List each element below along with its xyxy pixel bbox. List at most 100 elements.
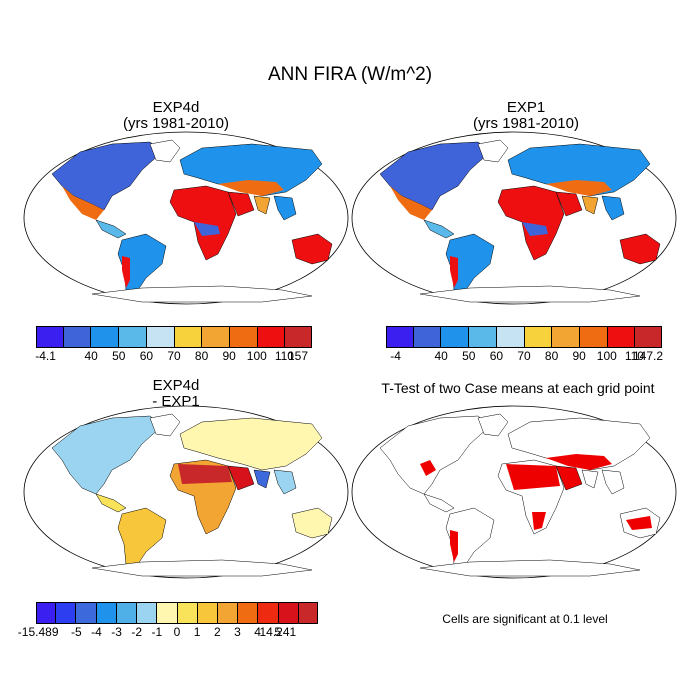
map-diff-north-america [51, 415, 163, 495]
map-ttest-central-america [423, 493, 455, 513]
colorbar-swatch [441, 326, 470, 348]
colorbar-swatch [91, 326, 120, 348]
panel-exp4d-title-line2: (yrs 1981-2010) [123, 115, 229, 132]
map-exp1-central-america [423, 219, 455, 239]
map-exp4d-central-america [95, 219, 127, 239]
map-exp1-us-southwest [390, 186, 432, 220]
colorbar-tick-label: 50 [112, 349, 126, 363]
colorbar-swatch [258, 602, 279, 624]
colorbar-swatch [197, 602, 218, 624]
colorbar-swatch [146, 326, 175, 348]
colorbar-swatch [63, 326, 92, 348]
colorbar-swatch [552, 326, 580, 348]
colorbar-swatch [36, 602, 57, 624]
map-exp4d-africa [169, 185, 237, 261]
map-ttest-antarctica [419, 559, 641, 577]
map-diff-sahara [178, 464, 232, 484]
colorbar-tick-label: 40 [84, 349, 98, 363]
colorbar-swatch [36, 326, 64, 348]
colorbar-swatch [635, 326, 663, 348]
colorbar-tick-label: 0 [173, 625, 181, 639]
colorbar-swatch [177, 602, 198, 624]
colorbar-exp1 [386, 326, 663, 348]
colorbar-swatch [285, 326, 313, 348]
map-ttest-eurasia [507, 417, 651, 471]
colorbar-swatch [257, 326, 286, 348]
colorbar-swatch [137, 602, 158, 624]
ttest-note: Cells are significant at 0.1 level [442, 612, 608, 626]
colorbar-tick-label: -5 [70, 625, 82, 639]
map-exp1-central-africa [522, 222, 548, 236]
map-diff-south-america [117, 507, 167, 571]
map-ttest-south-america [445, 507, 495, 571]
map-exp4d-andes [122, 256, 130, 288]
map-exp1-arabia [555, 191, 583, 217]
map-diff [23, 405, 349, 579]
colorbar-tick-label: 80 [194, 349, 209, 363]
map-exp1-australia [619, 233, 661, 265]
colorbar-tick-label: 110 [274, 349, 294, 363]
colorbar-swatch [579, 326, 608, 348]
map-ttest-sig-sahara [506, 464, 560, 490]
colorbar-tick-label: 40 [434, 349, 448, 363]
colorbar-swatch [217, 602, 239, 624]
colorbar-diff [36, 602, 319, 624]
panel-ttest-title: T-Test of two Case means at each grid po… [381, 380, 655, 396]
map-exp1-antarctica [419, 285, 641, 303]
colorbar-tick-label: -1 [151, 625, 163, 639]
map-exp4d-content [23, 131, 349, 305]
map-ttest-sig-australia [626, 516, 652, 530]
panel-exp4d-title-line1: EXP4d [152, 99, 200, 116]
map-ttest-sig-na [420, 460, 436, 476]
colorbar-swatch [229, 326, 258, 348]
map-exp4d-us-southwest [62, 186, 104, 220]
map-diff-antarctica [91, 559, 313, 577]
colorbar-tick-label: 14.241 [259, 625, 297, 639]
colorbar-tick-label: 70 [167, 349, 181, 363]
colorbar-swatch [524, 326, 553, 348]
map-exp4d-arabia [227, 191, 255, 217]
colorbar-tick-label: 90 [222, 349, 236, 363]
colorbar-swatch [56, 602, 77, 624]
panel-diff-title: EXP4d - EXP1 [40, 378, 312, 410]
map-ttest [351, 405, 677, 579]
map-exp1-content [351, 131, 677, 305]
colorbar-swatch [202, 326, 230, 348]
map-exp1-africa [497, 185, 565, 261]
map-exp4d-greenland [149, 139, 181, 163]
colorbar-tick-label: 4 [254, 625, 261, 639]
colorbar-tick-label: 50 [462, 349, 476, 363]
map-exp4d-se-asia [273, 195, 297, 221]
map-exp1-se-asia [601, 195, 625, 221]
map-exp1-eurasia [507, 143, 651, 197]
map-exp4d [23, 131, 349, 305]
colorbar-tick-label: 60 [139, 349, 154, 363]
map-exp1 [351, 131, 677, 305]
map-ttest-sig-arabia [555, 465, 583, 491]
map-exp4d-australia [291, 233, 333, 265]
map-ttest-content [351, 405, 677, 579]
map-exp1-greenland [477, 139, 509, 163]
colorbar-tick-label: 70 [517, 349, 531, 363]
colorbar-tick-label: 100 [246, 349, 267, 363]
colorbar-tick-label: 5 [274, 625, 282, 639]
colorbar-exp4d [36, 326, 313, 348]
colorbar-tick-label: 3 [234, 625, 241, 639]
map-diff-australia [291, 507, 333, 539]
colorbar-tick-label: 90 [572, 349, 586, 363]
colorbar-swatch [298, 602, 319, 624]
map-exp4d-central-africa [194, 222, 220, 236]
map-diff-se-asia [273, 469, 297, 495]
colorbar-tick-label: 2 [213, 625, 221, 639]
colorbar-tick-label: 60 [489, 349, 504, 363]
map-diff-arabia [227, 465, 255, 491]
map-exp1-india [581, 195, 599, 215]
colorbar-tick-label: -15.489 [17, 625, 59, 639]
colorbar-swatch [413, 326, 442, 348]
colorbar-swatch [96, 602, 117, 624]
colorbar-tick-label: -4 [390, 349, 401, 363]
map-ttest-sig-south-africa [532, 512, 546, 530]
map-diff-eurasia [179, 417, 323, 471]
colorbar-exp1-labels: -4 40 50 60 70 80 90 100 110 147.2 [386, 349, 663, 365]
colorbar-swatch [469, 326, 497, 348]
